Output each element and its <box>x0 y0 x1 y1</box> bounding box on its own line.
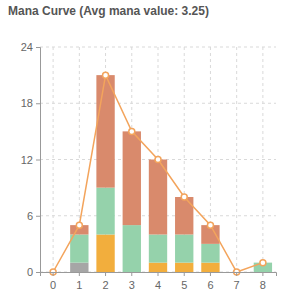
line <box>53 75 263 272</box>
tick-mark <box>36 216 40 217</box>
tick-mark <box>210 272 211 276</box>
tick-mark <box>236 272 237 276</box>
plot-area: 06121824012345678 <box>21 41 277 291</box>
tick-mark <box>131 272 132 276</box>
tick-label: 0 <box>27 266 33 278</box>
grid <box>40 47 276 272</box>
axis-line <box>36 48 41 273</box>
tick: 0 <box>50 272 56 291</box>
bar-segment <box>123 225 141 272</box>
tick-label: 4 <box>155 279 161 291</box>
tick: 5 <box>181 272 187 291</box>
tick: 2 <box>102 272 108 291</box>
bar-segment <box>96 188 114 235</box>
marker <box>155 157 161 163</box>
tick: 8 <box>260 272 266 291</box>
bar-segment <box>70 263 88 272</box>
tick-mark <box>36 160 40 161</box>
marker <box>76 222 82 228</box>
tick-label: 2 <box>102 279 108 291</box>
tick-mark <box>158 272 159 276</box>
tick-mark <box>36 272 40 273</box>
tick: 24 <box>21 41 40 53</box>
tick: 4 <box>155 272 161 291</box>
marker <box>207 222 213 228</box>
tick-label: 5 <box>181 279 187 291</box>
tick: 7 <box>234 272 240 291</box>
tick-mark <box>184 272 185 276</box>
marker <box>260 260 266 266</box>
tick-label: 7 <box>234 279 240 291</box>
marks <box>50 72 272 275</box>
y-axis: 0 6 12 18 24 <box>21 41 41 278</box>
tick-label: 6 <box>207 279 213 291</box>
tick: 12 <box>21 154 40 166</box>
bar-segment <box>201 244 219 263</box>
axis-line <box>41 273 277 277</box>
tick-mark <box>36 47 40 48</box>
grid-line <box>236 47 237 272</box>
bar-segment <box>201 263 219 272</box>
tick-mark <box>262 272 263 276</box>
tick-label: 6 <box>27 210 33 222</box>
bar-segment <box>123 131 141 225</box>
chart: Mana Curve (Avg mana value: 3.25)0612182… <box>0 0 284 300</box>
tick: 18 <box>21 97 40 109</box>
tick-mark <box>53 272 54 276</box>
marker <box>181 194 187 200</box>
grid-line <box>53 47 54 272</box>
bar-segment <box>96 75 114 188</box>
tick-label: 18 <box>21 97 33 109</box>
bar-segment <box>149 235 167 263</box>
bar-segment <box>175 235 193 263</box>
tick-label: 3 <box>129 279 135 291</box>
tick-label: 24 <box>21 41 33 53</box>
tick: 1 <box>76 272 82 291</box>
grid-line <box>262 47 263 272</box>
tick: 0 <box>27 266 40 278</box>
tick-label: 8 <box>260 279 266 291</box>
marker <box>103 72 109 78</box>
marker <box>129 128 135 134</box>
tick-label: 12 <box>21 154 33 166</box>
tick-mark <box>36 103 40 104</box>
tick: 6 <box>207 272 213 291</box>
bar-segment <box>175 197 193 235</box>
tick: 3 <box>129 272 135 291</box>
bar-segment <box>149 160 167 235</box>
x-axis: 0 1 2 3 4 5 6 7 8 <box>41 272 277 291</box>
bar-segment <box>96 235 114 273</box>
tick: 6 <box>27 210 40 222</box>
bar-segment <box>149 263 167 272</box>
bar-segment <box>175 263 193 272</box>
tick-mark <box>79 272 80 276</box>
tick-mark <box>105 272 106 276</box>
tick-label: 0 <box>50 279 56 291</box>
tick-label: 1 <box>76 279 82 291</box>
title: Mana Curve (Avg mana value: 3.25) <box>8 4 209 18</box>
bar-segment <box>70 235 88 263</box>
